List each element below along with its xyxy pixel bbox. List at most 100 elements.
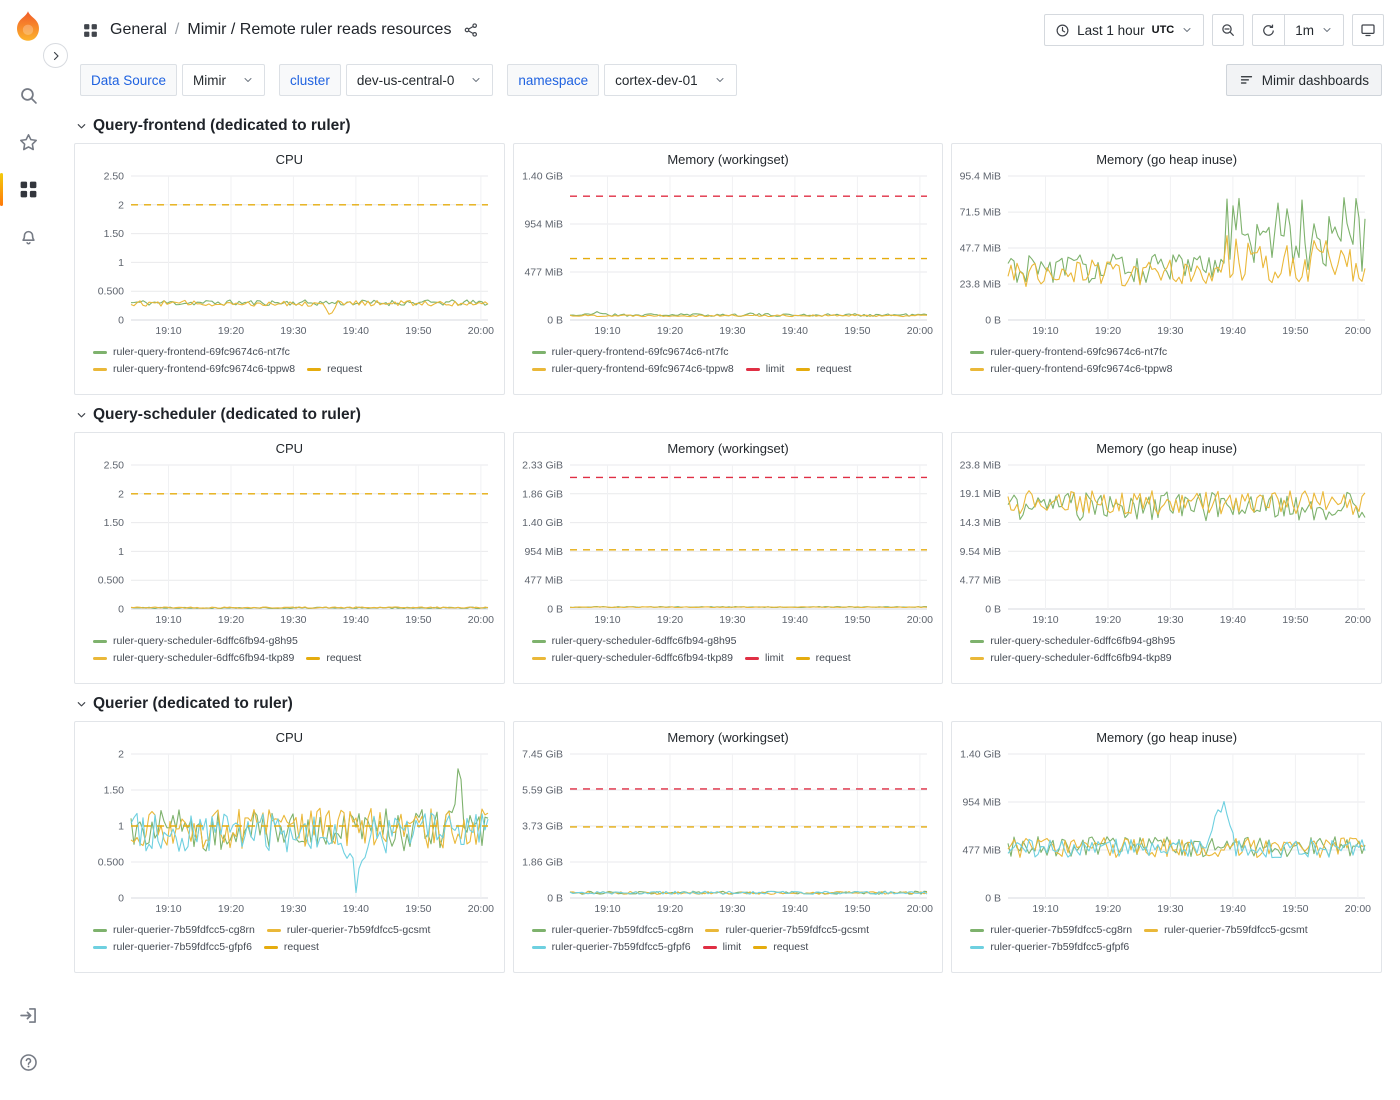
panel-title[interactable]: CPU (275, 730, 304, 745)
legend-item[interactable]: request (753, 939, 808, 955)
panel-legend: ruler-querier-7b59fdfcc5-cg8rn ruler-quer… (83, 916, 496, 955)
legend-series-marker (531, 367, 546, 371)
panel-chart[interactable]: 0 0.500 1 1.50 2 19:10 19:20 19:30 19:40 19:50 20:… (83, 748, 496, 916)
sidebar-expand-button[interactable] (43, 43, 68, 68)
row-header-querier[interactable]: Querier (dedicated to ruler) (74, 684, 1382, 721)
share-button[interactable] (461, 20, 481, 40)
row-header-query-frontend[interactable]: Query-frontend (dedicated to ruler) (74, 106, 1382, 143)
legend-item[interactable]: ruler-query-scheduler-6dffc6fb94-g8h95 (93, 633, 298, 649)
legend-item[interactable]: limit (702, 939, 741, 955)
variable-value-datasource[interactable]: Mimir (182, 64, 266, 96)
panel-query-scheduler-memory-workingset: Memory (workingset) 0 B 477 MiB 954 MiB 1.4… (512, 432, 944, 684)
panel-chart[interactable]: 0 B 23.8 MiB 47.7 MiB 71.5 MiB 95.4 MiB 19:10… (960, 170, 1373, 338)
svg-text:19:50: 19:50 (844, 903, 870, 915)
sidebar-item-dashboards[interactable] (0, 166, 56, 213)
panel-title[interactable]: Memory (workingset) (667, 730, 789, 745)
legend-item[interactable]: ruler-query-scheduler-6dffc6fb94-tkp89 (93, 650, 294, 666)
sidebar-item-sign-in[interactable] (0, 992, 56, 1039)
sidebar-item-alerting[interactable] (0, 213, 56, 260)
panel-chart[interactable]: 0 0.500 1 1.50 2 2.50 19:10 19:20 19:30 19:40 19:5… (83, 170, 496, 338)
panel-title[interactable]: Memory (workingset) (667, 152, 789, 167)
panel-chart[interactable]: 0 B 477 MiB 954 MiB 1.40 GiB 19:10 19:20 19:30… (960, 748, 1373, 916)
mimir-dashboards-button[interactable]: Mimir dashboards (1225, 64, 1382, 96)
legend-item[interactable]: ruler-querier-7b59fdfcc5-gcsmt (705, 922, 869, 938)
svg-text:0 B: 0 B (547, 315, 563, 327)
legend-series-marker (705, 928, 720, 932)
legend-item[interactable]: request (263, 939, 319, 955)
grafana-logo[interactable] (9, 8, 47, 46)
legend-item[interactable]: ruler-querier-7b59fdfcc5-gfpf6 (531, 939, 691, 955)
legend-series-name: ruler-query-scheduler-6dffc6fb94-tkp89 (113, 652, 295, 664)
svg-text:19:50: 19:50 (1283, 903, 1309, 915)
legend-item[interactable]: ruler-query-scheduler-6dffc6fb94-g8h95 (531, 633, 737, 649)
svg-text:954 MiB: 954 MiB (963, 797, 1002, 809)
legend-item[interactable]: ruler-query-frontend-69fc9674c6-tppw8 (531, 361, 734, 377)
sidebar-item-search[interactable] (0, 72, 56, 119)
legend-item[interactable]: ruler-query-frontend-69fc9674c6-tppw8 (93, 361, 295, 377)
breadcrumb-apps-button[interactable] (80, 20, 101, 41)
chevron-down-icon (1321, 24, 1333, 36)
panel-title[interactable]: Memory (go heap inuse) (1096, 152, 1238, 167)
panel-title[interactable]: Memory (go heap inuse) (1096, 730, 1238, 745)
zoom-out-button[interactable] (1212, 14, 1245, 46)
legend-item[interactable]: ruler-query-frontend-69fc9674c6-nt7fc (531, 344, 729, 360)
sidebar-item-help[interactable] (0, 1039, 56, 1086)
svg-text:2: 2 (118, 199, 124, 211)
panel-title[interactable]: CPU (275, 441, 304, 456)
kiosk-mode-button[interactable] (1352, 14, 1384, 46)
panel-chart[interactable]: 0 B 477 MiB 954 MiB 1.40 GiB 1.86 GiB 2.33 Gi… (522, 459, 935, 627)
legend-item[interactable]: ruler-querier-7b59fdfcc5-cg8rn (970, 922, 1132, 938)
legend-item[interactable]: ruler-query-frontend-69fc9674c6-tppw8 (970, 361, 1172, 377)
sidebar-item-starred[interactable] (0, 119, 56, 166)
legend-series-marker (970, 367, 985, 371)
panel-chart[interactable]: 0 B 4.77 MiB 9.54 MiB 14.3 MiB 19.1 MiB 23.8 … (960, 459, 1373, 627)
svg-text:1: 1 (118, 257, 124, 269)
legend-item[interactable]: ruler-querier-7b59fdfcc5-cg8rn (531, 922, 693, 938)
legend-item[interactable]: ruler-query-frontend-69fc9674c6-nt7fc (970, 344, 1167, 360)
legend-item[interactable]: ruler-query-frontend-69fc9674c6-nt7fc (93, 344, 290, 360)
svg-text:19:50: 19:50 (405, 614, 431, 626)
legend-series-marker (970, 350, 985, 354)
legend-item[interactable]: limit (745, 361, 784, 377)
legend-series-marker (531, 639, 546, 643)
svg-text:954 MiB: 954 MiB (524, 219, 563, 231)
legend-item[interactable]: request (307, 361, 362, 377)
panel-title[interactable]: CPU (275, 152, 304, 167)
bell-icon (21, 230, 35, 245)
legend-item[interactable]: request (796, 361, 851, 377)
variable-label-cluster: cluster (279, 64, 341, 96)
time-range-picker[interactable]: Last 1 hour UTC (1044, 14, 1205, 46)
breadcrumb-folder[interactable]: General (110, 21, 167, 38)
panel-chart[interactable]: 0 B 1.86 GiB 3.73 GiB 5.59 GiB 7.45 GiB 19:10… (522, 748, 935, 916)
svg-text:71.5 MiB: 71.5 MiB (960, 207, 1001, 219)
legend-item[interactable]: ruler-querier-7b59fdfcc5-gfpf6 (970, 939, 1129, 955)
panel-title[interactable]: Memory (go heap inuse) (1096, 441, 1238, 456)
panel-chart[interactable]: 0 0.500 1 1.50 2 2.50 19:10 19:20 19:30 19:40 19:5… (83, 459, 496, 627)
legend-item[interactable]: ruler-querier-7b59fdfcc5-gcsmt (1144, 922, 1308, 938)
svg-text:20:00: 20:00 (468, 614, 494, 626)
panel-title[interactable]: Memory (workingset) (667, 441, 789, 456)
legend-item[interactable]: ruler-query-scheduler-6dffc6fb94-tkp89 (970, 650, 1172, 666)
legend-series-name: request (816, 363, 852, 375)
refresh-interval-dropdown[interactable]: 1m (1284, 14, 1344, 46)
legend-item[interactable]: request (795, 650, 851, 666)
legend-item[interactable]: ruler-query-scheduler-6dffc6fb94-tkp89 (531, 650, 733, 666)
legend-item[interactable]: ruler-query-scheduler-6dffc6fb94-g8h95 (970, 633, 1175, 649)
refresh-button[interactable] (1252, 14, 1285, 46)
legend-series-marker (970, 928, 985, 932)
legend-series-name: ruler-query-frontend-69fc9674c6-nt7fc (551, 346, 729, 358)
breadcrumb-dashboard-title[interactable]: Mimir / Remote ruler reads resources (187, 21, 452, 38)
variable-value-namespace[interactable]: cortex-dev-01 (604, 64, 737, 96)
legend-item[interactable]: limit (744, 650, 784, 666)
variable-value-cluster[interactable]: dev-us-central-0 (345, 64, 494, 96)
svg-text:19:30: 19:30 (719, 903, 745, 915)
legend-item[interactable]: request (306, 650, 361, 666)
legend-item[interactable]: ruler-querier-7b59fdfcc5-cg8rn (93, 922, 255, 938)
row-header-query-scheduler[interactable]: Query-scheduler (dedicated to ruler) (74, 395, 1382, 432)
dashboard-row-query-scheduler: Query-scheduler (dedicated to ruler) CPU… (74, 395, 1382, 684)
svg-text:19:50: 19:50 (405, 325, 431, 337)
legend-item[interactable]: ruler-querier-7b59fdfcc5-gcsmt (266, 922, 430, 938)
panel-chart[interactable]: 0 B 477 MiB 954 MiB 1.40 GiB 19:10 19:20 19:30… (522, 170, 935, 338)
legend-item[interactable]: ruler-querier-7b59fdfcc5-gfpf6 (93, 939, 252, 955)
svg-text:19:50: 19:50 (1283, 325, 1309, 337)
